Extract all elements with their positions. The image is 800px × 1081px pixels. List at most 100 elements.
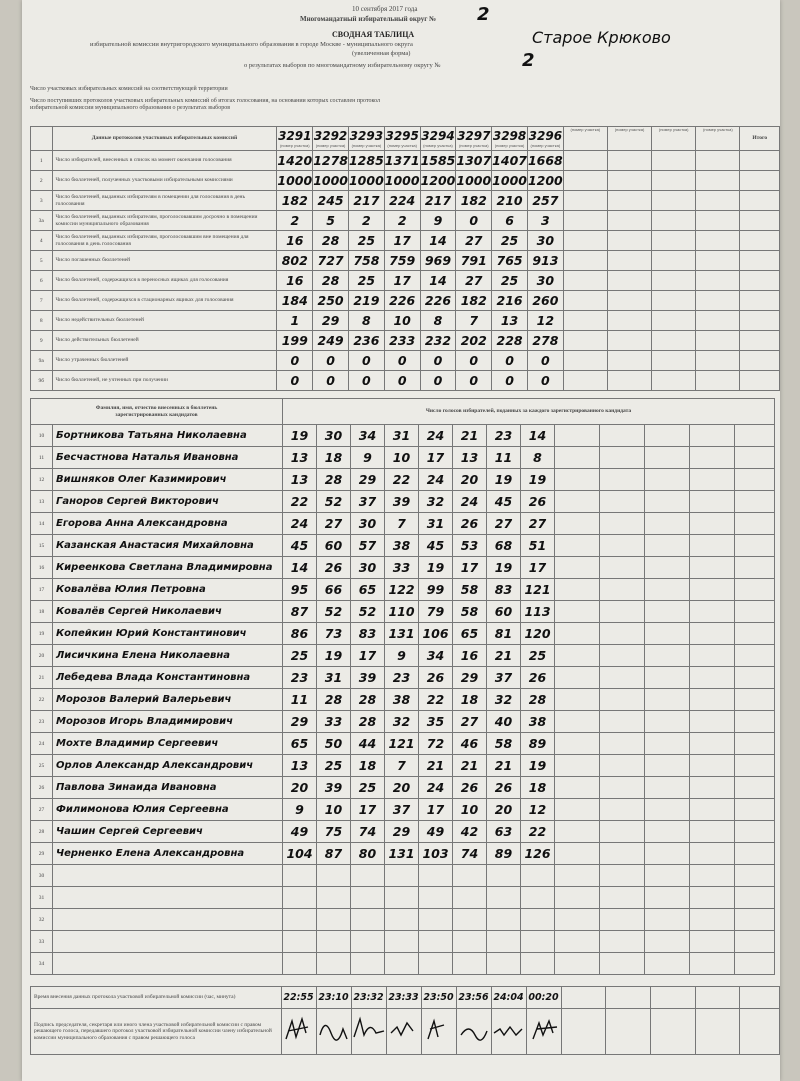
station-header: (номер участка) bbox=[606, 126, 653, 151]
empty-cell bbox=[599, 930, 645, 953]
empty-cell bbox=[599, 886, 645, 909]
vote-cell: 126 bbox=[520, 842, 555, 865]
empty-cell bbox=[739, 370, 780, 391]
row-label: Число действительных бюллетеней bbox=[51, 330, 278, 351]
vote-cell: 23 bbox=[384, 666, 419, 689]
vote-cell bbox=[418, 952, 453, 975]
vote-cell: 19 bbox=[486, 556, 521, 579]
signature-cell bbox=[455, 1008, 492, 1055]
vote-cell: 27 bbox=[316, 512, 351, 535]
signature-stroke bbox=[459, 1028, 488, 1041]
empty-cell bbox=[734, 490, 775, 513]
candidate-name: Вишняков Олег Казимирович bbox=[52, 468, 283, 491]
candidate-name: Ковалёва Юлия Петровна bbox=[52, 578, 283, 601]
empty-cell bbox=[599, 468, 645, 491]
empty-cell bbox=[739, 150, 780, 171]
candidate-name: Морозов Валерий Валерьевич bbox=[52, 688, 283, 711]
vote-cell: 17 bbox=[452, 556, 487, 579]
value-cell: 0 bbox=[455, 210, 493, 231]
vote-cell: 42 bbox=[452, 820, 487, 843]
protocol-row: 3а Число бюллетеней, выданных избирателям… bbox=[30, 210, 780, 231]
empty-cell bbox=[599, 820, 645, 843]
vote-cell: 22 bbox=[418, 688, 453, 711]
empty-cell bbox=[606, 150, 653, 171]
empty-cell bbox=[599, 666, 645, 689]
row-number: 11 bbox=[30, 446, 53, 469]
empty-cell bbox=[739, 986, 780, 1009]
empty-cell bbox=[689, 424, 735, 447]
value-cell: 1000 bbox=[347, 170, 385, 191]
row-number: 26 bbox=[30, 776, 53, 799]
empty-cell bbox=[560, 986, 607, 1009]
empty-cell bbox=[644, 600, 690, 623]
station-header: (номер участка) bbox=[562, 126, 608, 151]
vote-cell bbox=[316, 908, 351, 931]
vote-cell bbox=[282, 886, 317, 909]
row-number: 33 bbox=[30, 930, 53, 953]
vote-cell bbox=[520, 930, 555, 953]
candidate-row: 15 Казанская Анастасия Михайловна 45 60 57 38… bbox=[30, 534, 775, 557]
vote-cell: 20 bbox=[282, 776, 317, 799]
row-number: 34 bbox=[30, 952, 53, 975]
protocol-table: Данные протоколов участковых избирательн… bbox=[30, 126, 780, 391]
empty-cell bbox=[599, 622, 645, 645]
empty-cell bbox=[734, 512, 775, 535]
value-cell: 30 bbox=[526, 270, 564, 291]
row-number: 8 bbox=[30, 310, 53, 331]
vote-cell: 65 bbox=[452, 622, 487, 645]
value-cell: 2 bbox=[276, 210, 314, 231]
vote-cell: 58 bbox=[452, 600, 487, 623]
empty-cell bbox=[606, 330, 653, 351]
value-cell: 1200 bbox=[419, 170, 457, 191]
protocol-row: 4 Число бюллетеней, выданных избирателям,… bbox=[30, 230, 780, 251]
candidate-row: 11 Бесчастнова Наталья Ивановна 13 18 9 10 17 1… bbox=[30, 446, 775, 469]
vote-cell: 79 bbox=[418, 600, 453, 623]
candidate-name: Ковалёв Сергей Николаевич bbox=[52, 600, 283, 623]
empty-cell bbox=[599, 424, 645, 447]
empty-cell bbox=[734, 842, 775, 865]
empty-cell bbox=[689, 446, 735, 469]
value-cell: 226 bbox=[383, 290, 421, 311]
signature-stroke bbox=[426, 1018, 444, 1040]
vote-cell bbox=[282, 864, 317, 887]
vote-cell: 28 bbox=[350, 688, 385, 711]
candidate-name: Бортникова Татьяна Николаевна bbox=[52, 424, 283, 447]
vote-cell bbox=[418, 908, 453, 931]
station-number: 3297 bbox=[457, 129, 491, 143]
vote-cell: 38 bbox=[384, 534, 419, 557]
empty-cell bbox=[562, 330, 608, 351]
empty-cell bbox=[644, 644, 690, 667]
signature bbox=[390, 1021, 414, 1037]
empty-cell bbox=[562, 170, 608, 191]
protocol-row: 9 Число действительных бюллетеней 199 249 23… bbox=[30, 330, 780, 351]
candidate-name: Чашин Сергей Сергеевич bbox=[52, 820, 283, 843]
empty-cell bbox=[554, 534, 600, 557]
empty-cell bbox=[606, 350, 653, 371]
vote-cell: 74 bbox=[350, 820, 385, 843]
value-cell: 184 bbox=[276, 290, 314, 311]
vote-cell bbox=[384, 864, 419, 887]
vote-cell: 28 bbox=[350, 710, 385, 733]
empty-cell bbox=[689, 468, 735, 491]
vote-cell: 37 bbox=[384, 798, 419, 821]
empty-cell bbox=[599, 556, 645, 579]
row-label: Число бюллетеней, выданных избирателям в… bbox=[51, 190, 278, 211]
empty-cell bbox=[554, 952, 600, 975]
vote-cell: 20 bbox=[384, 776, 419, 799]
empty-cell bbox=[599, 490, 645, 513]
vote-cell: 26 bbox=[316, 556, 351, 579]
candidate-name: Орлов Александр Александрович bbox=[52, 754, 283, 777]
vote-cell: 60 bbox=[486, 600, 521, 623]
candidate-name: Егорова Анна Александровна bbox=[52, 512, 283, 535]
value-cell: 1000 bbox=[383, 170, 421, 191]
vote-cell: 86 bbox=[282, 622, 317, 645]
vote-cell: 23 bbox=[486, 424, 521, 447]
value-cell: 0 bbox=[491, 350, 528, 371]
vote-cell: 13 bbox=[282, 446, 317, 469]
row-number: 15 bbox=[30, 534, 53, 557]
empty-cell bbox=[649, 1008, 696, 1055]
row-number: 12 bbox=[30, 468, 53, 491]
signature bbox=[493, 1025, 523, 1037]
header-row: Фамилия, имя, отчество внесенных в бюлле… bbox=[30, 398, 775, 425]
